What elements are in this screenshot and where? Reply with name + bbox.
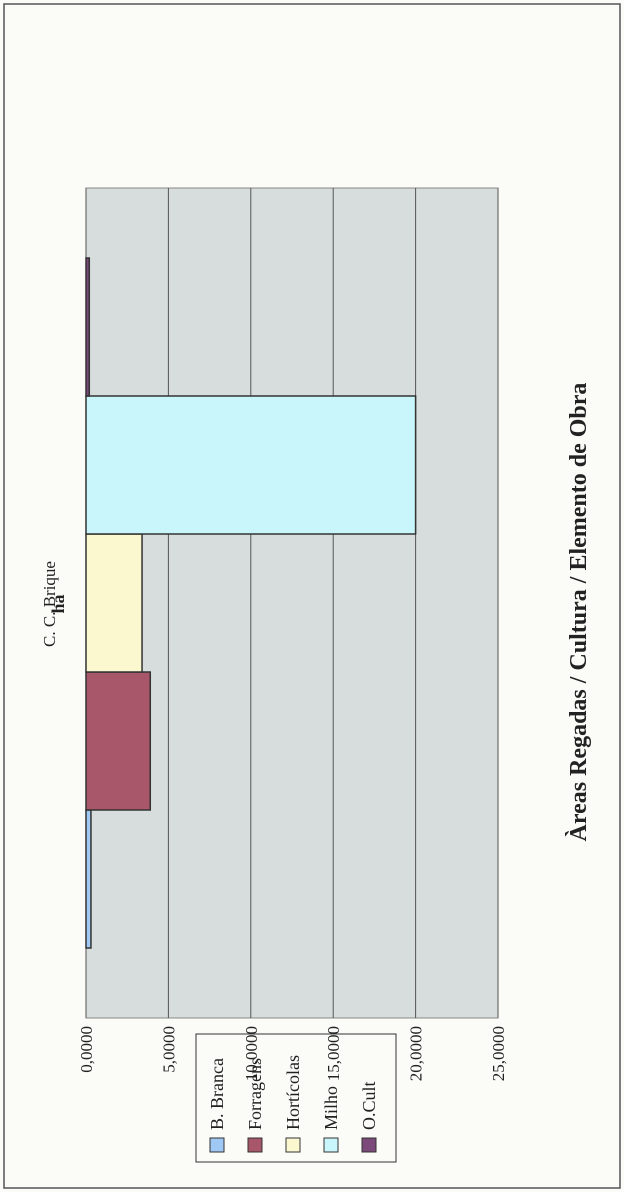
legend-label: O.Cult <box>359 1081 379 1130</box>
legend-swatch <box>285 1137 301 1153</box>
legend-label: Milho <box>321 1086 341 1130</box>
bar <box>85 671 152 811</box>
category-label: C. C. Brique <box>40 561 59 647</box>
bar <box>85 395 417 535</box>
legend-items: B. Branca Forragens Hortícolas Milho O.Cult <box>207 1055 379 1153</box>
value-axis-label: ha <box>48 594 68 613</box>
bars <box>85 257 417 949</box>
legend <box>195 1033 397 1163</box>
legend-label: B. Branca <box>207 1058 227 1130</box>
bar <box>85 809 92 949</box>
value-tick-label: 15,0000 <box>324 1026 343 1081</box>
value-tick-label: 5,0000 <box>159 1026 178 1073</box>
bar <box>85 257 91 397</box>
chart-title: Àreas Regadas / Cultura / Elemento de Ob… <box>566 383 592 842</box>
value-tick-label: 20,0000 <box>407 1026 426 1081</box>
value-tick-label: 10,0000 <box>242 1026 261 1081</box>
legend-swatch <box>361 1137 377 1153</box>
legend-swatch <box>323 1137 339 1153</box>
value-axis-ticks: 0,0000 5,0000 10,0000 15,0000 20,0000 25,0000 <box>77 1026 508 1081</box>
legend-swatch <box>209 1137 225 1153</box>
legend-label: Forragens <box>245 1058 265 1130</box>
value-tick-label: 25,0000 <box>489 1026 508 1081</box>
bar <box>85 533 143 673</box>
page-frame <box>3 3 621 1189</box>
legend-label: Hortícolas <box>283 1055 303 1130</box>
plot-area <box>85 187 499 1019</box>
value-tick-label: 0,0000 <box>77 1026 96 1073</box>
legend-swatch <box>247 1137 263 1153</box>
